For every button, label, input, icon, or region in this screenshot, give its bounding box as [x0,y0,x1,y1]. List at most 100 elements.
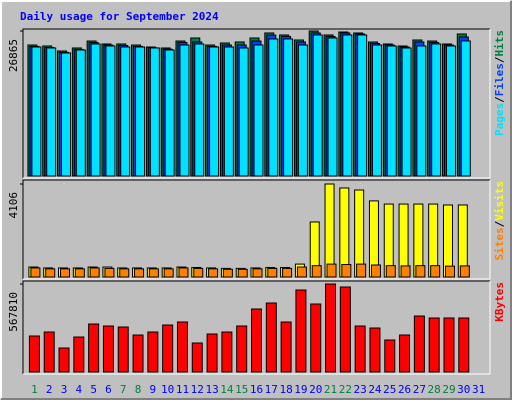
bar [399,334,411,373]
bar [413,315,425,373]
bar [221,331,233,373]
legend-entry: KBytes [493,282,506,322]
bar [45,268,56,278]
bar [416,45,427,177]
bar [120,46,131,177]
bar [251,308,262,373]
bar [327,37,338,177]
bar [208,268,219,278]
x-tick-label: 11 [176,383,189,396]
bar [104,267,115,278]
bar [443,317,455,373]
bar [162,324,174,373]
panel-edge [22,179,490,279]
x-tick-label: 4 [76,383,83,396]
bar [135,46,146,177]
legend-separator: / [493,56,506,63]
bar [354,325,366,373]
x-tick-label: 20 [309,383,322,396]
bar [178,267,189,278]
bar [193,267,204,278]
bar [339,187,350,278]
bar [73,336,85,373]
bar [88,323,100,373]
bar [369,327,381,373]
x-tick-label: 5 [90,383,97,396]
bar [176,321,188,373]
bar [223,46,234,177]
bar [206,333,218,373]
x-tick-label: 26 [398,383,411,396]
bar [117,326,129,373]
x-tick-label: 24 [368,383,382,396]
bar [401,47,412,177]
y-tick-label: 4106 [7,192,20,219]
bar [459,265,470,278]
bar [163,268,174,278]
bar [415,265,426,278]
bar [46,47,57,177]
bar [458,317,470,373]
x-tick-label: 22 [339,383,352,396]
bar [164,49,175,177]
bar [267,267,278,278]
y-tick-label: 567810 [7,292,20,332]
legend-entry: Visits [493,181,506,221]
x-tick-label: 1 [31,383,38,396]
bar [385,265,396,278]
bar [400,265,411,278]
panel-edge [23,180,491,280]
bar [342,34,353,177]
bar [324,183,335,278]
x-tick-label: 2 [46,383,53,396]
bar [311,265,322,278]
legend-entry: Hits [493,30,506,57]
legend-entry: Pages [493,103,506,136]
bar [75,49,86,177]
bar [356,263,367,278]
bar [89,267,100,278]
bar [357,34,368,177]
legend: Pages/Files/Hits [493,30,506,136]
bar [60,268,71,278]
bar [341,264,352,278]
bar [148,268,159,278]
bar [191,342,203,373]
x-tick-label: 3 [61,383,68,396]
x-tick-label: 15 [235,383,248,396]
bar [325,283,337,373]
x-tick-label: 29 [442,383,455,396]
x-tick-label: 28 [428,383,441,396]
x-tick-label: 14 [220,383,234,396]
bar [339,286,351,373]
panel-edge [22,28,490,178]
bar [102,325,114,373]
x-tick-label: 25 [383,383,396,396]
bar [280,321,292,373]
bar [238,47,249,177]
bar [282,267,293,278]
x-tick-label: 21 [324,383,337,396]
panel [23,180,490,279]
bar [132,334,144,373]
y-tick-label: 26865 [7,39,20,72]
bar [236,325,248,373]
bar [310,303,322,373]
x-tick-label: 19 [294,383,307,396]
bar [28,335,40,373]
bar [61,52,72,177]
bar [296,266,307,278]
x-tick-label: 6 [105,383,112,396]
bar [312,34,323,177]
bar [105,45,116,177]
x-tick-label: 17 [265,383,278,396]
bar [445,45,456,177]
bar [194,43,205,177]
panel-edge [23,281,491,375]
bar [30,267,41,278]
panel-edge [22,280,490,374]
bar [431,43,442,177]
